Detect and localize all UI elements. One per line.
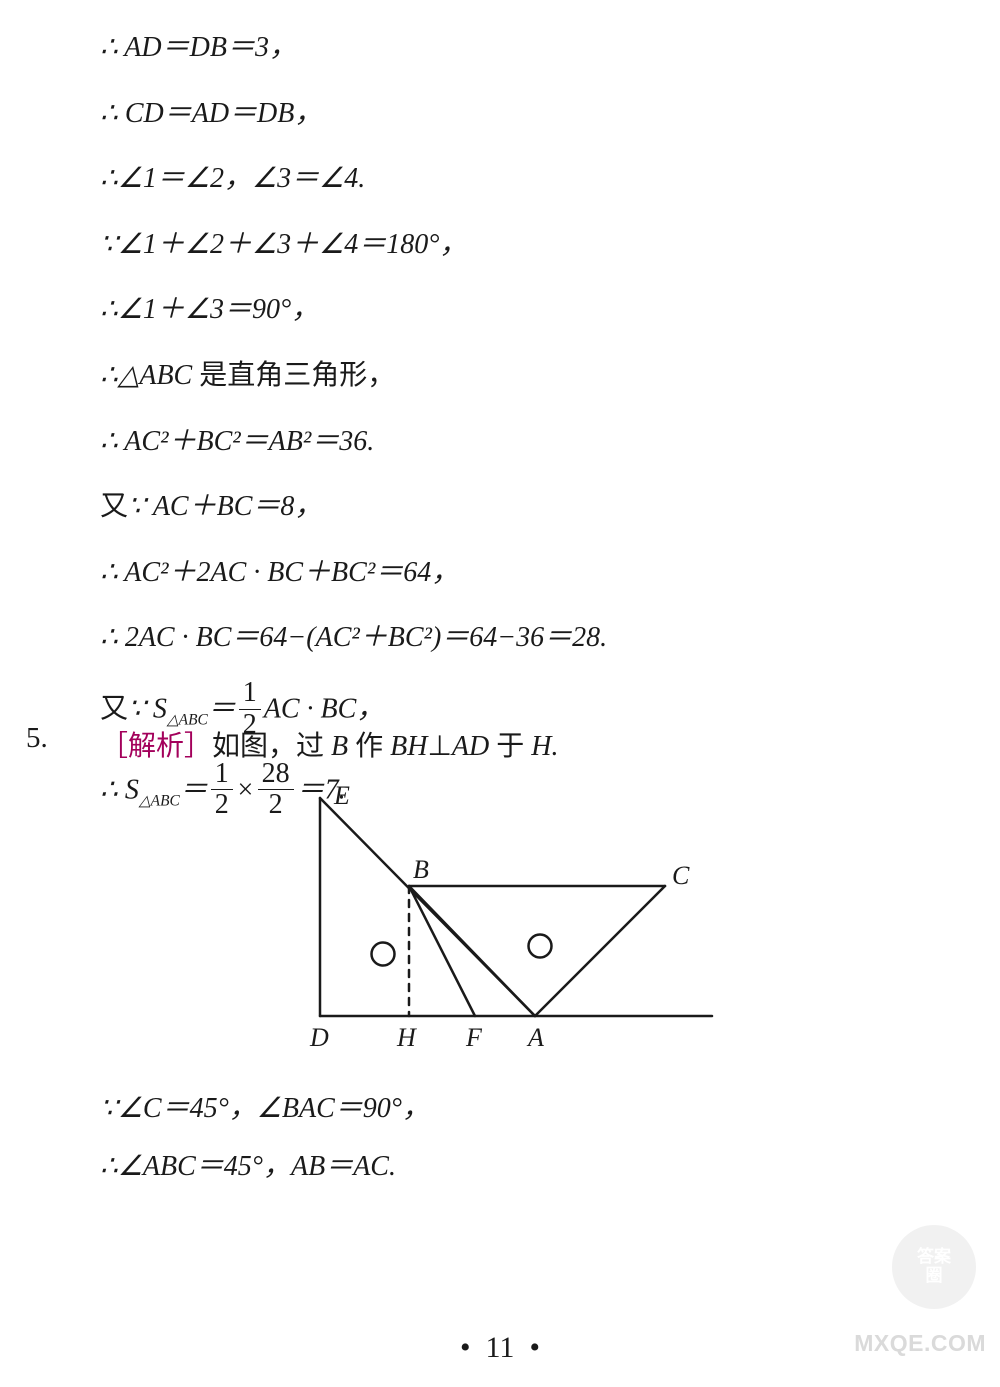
- var: AD: [452, 731, 496, 762]
- label-F: F: [465, 1023, 483, 1052]
- proof-text: ∵ AC＋BC＝8，: [128, 491, 322, 522]
- proof-line: 又∵ AC＋BC＝8，: [100, 483, 920, 531]
- proof-text: 又: [100, 694, 128, 725]
- label-E: E: [333, 784, 350, 810]
- proof-line: ∴ AD＝DB＝3，: [100, 24, 920, 72]
- proof-line: ∴ 2AC · BC＝64−(AC²＋BC²)＝64−36＝28.: [100, 614, 920, 662]
- var: H.: [531, 731, 558, 762]
- var: BH: [390, 731, 427, 762]
- label-B: B: [413, 855, 429, 884]
- proof-line: ∵∠1＋∠2＋∠3＋∠4＝180°，: [100, 221, 920, 269]
- proof-text: 是直角三角形，: [199, 360, 395, 391]
- page-num-value: 11: [486, 1331, 515, 1364]
- equals: ＝: [208, 694, 236, 725]
- proof-line: ∴∠ABC＝45°，AB＝AC.: [100, 1144, 920, 1184]
- numerator: 1: [239, 678, 261, 710]
- figure-container: E B C D H F A: [100, 784, 920, 1072]
- label-H: H: [396, 1023, 417, 1052]
- watermark-text: 圈: [926, 1266, 943, 1285]
- proof-text: AC · BC，: [264, 694, 385, 725]
- label-A: A: [526, 1023, 544, 1052]
- var: B: [331, 731, 355, 762]
- question-number: 5.: [26, 722, 48, 755]
- proof-line: ∴ CD＝AD＝DB，: [100, 90, 920, 138]
- analysis-label: ［解析］: [100, 731, 212, 762]
- proof-line: ∴∠1＋∠3＝90°，: [100, 286, 920, 334]
- proof-line: ∴ AC²＋BC²＝AB²＝36.: [100, 418, 920, 466]
- watermark-url: MXQE.COM: [854, 1330, 986, 1357]
- proof-text: 又: [100, 491, 128, 522]
- analysis-text: 作: [355, 731, 390, 762]
- watermark-text: 答案: [917, 1247, 951, 1266]
- proof-line: ∴∠1＝∠2，∠3＝∠4.: [100, 155, 920, 203]
- proof-line: ∴ AC²＋2AC · BC＋BC²＝64，: [100, 549, 920, 597]
- label-D: D: [309, 1023, 329, 1052]
- label-C: C: [672, 861, 690, 890]
- page-number: • 11 •: [0, 1331, 1000, 1365]
- proof-text: ∴△ABC: [100, 360, 199, 391]
- analysis-text: 如图，过: [212, 731, 331, 762]
- proof-line: ∵∠C＝45°，∠BAC＝90°，: [100, 1086, 920, 1126]
- proof-line: ∴△ABC 是直角三角形，: [100, 352, 920, 400]
- proof-text: ∵ S: [128, 694, 167, 725]
- analysis-text: 于: [496, 731, 531, 762]
- watermark-badge: 答案圈: [892, 1225, 976, 1309]
- geometry-figure: E B C D H F A: [280, 784, 720, 1064]
- perp-symbol: ⊥: [427, 731, 451, 762]
- analysis-line: ［解析］如图，过 B 作 BH⊥AD 于 H.: [100, 724, 920, 764]
